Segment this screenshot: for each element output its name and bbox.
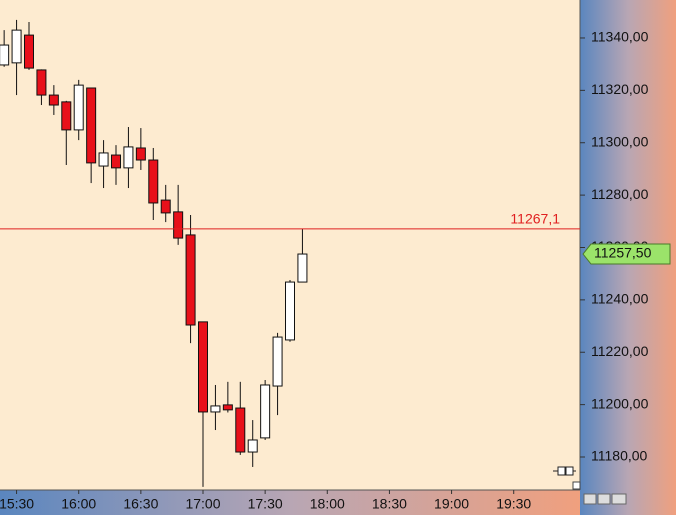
candle-body [185,234,196,326]
candle-body [148,159,159,204]
x-axis-panel [0,490,580,515]
y-tick-label: 11240,00 [591,291,649,307]
candle-body [285,281,295,341]
candle-body [86,87,97,164]
y-tick-label: 11280,00 [591,186,649,202]
candle-body [135,147,146,161]
candle-body [272,336,283,387]
last-price-badge [582,243,671,265]
x-tick-label: 16:30 [123,496,158,512]
x-tick-label: 16:00 [61,496,96,512]
candle-body [11,29,22,64]
candle-body [247,439,258,453]
x-tick-label: 18:00 [310,496,345,512]
x-tick-label: 15:30 [0,496,34,512]
candle-body [123,146,134,169]
candle-body [297,253,308,283]
candle-body [73,84,84,131]
last-price-label: 11257,50 [594,245,652,261]
x-tick-label: 19:00 [434,496,469,512]
candle-body [0,44,10,66]
scroll-marker[interactable] [553,466,576,476]
y-tick-label: 11320,00 [591,81,649,97]
candle-body [98,152,109,167]
x-tick-label: 19:30 [496,496,531,512]
candle-body [160,199,171,214]
price-line-label: 11267,1 [510,211,560,227]
candle-body [24,34,34,69]
y-tick-label: 11220,00 [591,343,649,359]
candle-body [48,94,59,106]
zoom-controls[interactable] [583,493,627,505]
candle-body [111,154,121,169]
candle-body [173,211,184,239]
candle-body [210,405,221,413]
x-tick-label: 18:30 [372,496,407,512]
y-tick-label: 11180,00 [591,448,648,464]
y-tick-label: 11300,00 [591,133,649,149]
x-tick-label: 17:30 [248,496,283,512]
candle-body [235,407,246,453]
candle-body [260,384,271,439]
x-tick-label: 17:00 [185,496,220,512]
candle-body [61,101,72,131]
y-tick-label: 11200,00 [591,395,649,411]
corner-button[interactable] [572,481,581,490]
candle-body [198,321,208,413]
candle-body [36,69,47,96]
plot-area [0,0,580,490]
candle-body [222,404,233,411]
y-tick-label: 11340,00 [591,29,649,45]
